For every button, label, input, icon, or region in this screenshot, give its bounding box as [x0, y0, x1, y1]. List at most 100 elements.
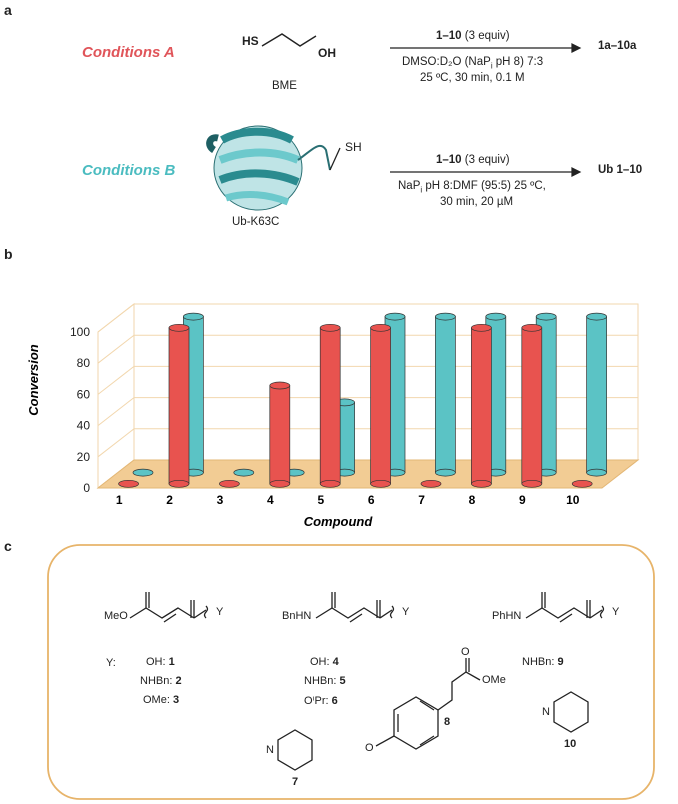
y-axis-label: Conversion: [26, 344, 41, 416]
compound-8-o-link: O: [365, 742, 374, 754]
x-tick-label: 4: [267, 493, 274, 507]
compound-8-o: O: [461, 646, 470, 658]
bar-series-b-top: [535, 312, 557, 321]
s2-item: NHBn: 5: [304, 675, 346, 687]
y-tick-label: 100: [70, 325, 90, 339]
x-tick-label: 2: [166, 493, 173, 507]
s3-item: NHBn: 9: [522, 656, 564, 668]
bme-label: BME: [272, 80, 297, 92]
x-tick-label: 5: [317, 493, 324, 507]
x-tick-label: 8: [469, 493, 476, 507]
x-tick-label: 6: [368, 493, 375, 507]
y-tick-label: 60: [77, 387, 91, 401]
product-b: Ub 1–10: [598, 164, 643, 176]
bme-structure: [261, 33, 317, 47]
bme-hs: HS: [242, 34, 259, 48]
bar-series-a: [118, 479, 139, 488]
reaction-arrow-a: [390, 43, 582, 53]
gridline: [97, 365, 638, 395]
gridline: [97, 428, 638, 458]
bar-series-a-top: [269, 381, 291, 390]
piperidine-10: [553, 691, 589, 733]
bar-series-a-base: [471, 479, 492, 488]
bar-series-a-base: [521, 479, 543, 488]
conditions-b-line2: 30 min, 20 µM: [440, 196, 514, 208]
s1-meo: MeO: [104, 610, 128, 622]
compound-7-number: 7: [292, 776, 299, 788]
y-tick-label: 40: [77, 419, 91, 433]
bar-series-b-base: [586, 468, 607, 477]
s1-y: Y: [216, 606, 224, 618]
bar-series-b-top: [485, 312, 507, 321]
x-axis-label: Compound: [304, 514, 374, 529]
bar-series-b: [233, 468, 255, 477]
gridline: [97, 397, 638, 426]
bar-series-b-top: [586, 312, 607, 321]
bar-series-a-top: [319, 323, 341, 332]
reaction-arrow-b: [390, 167, 582, 177]
y-tick-label: 20: [77, 450, 91, 464]
bar-series-a: [219, 479, 240, 488]
conditions-a-line1: DMSO:D₂O (NaPi pH 8) 7:3: [402, 56, 544, 71]
structure-1-3: [129, 592, 209, 623]
bar-series-b-top: [183, 312, 204, 321]
bar-series-a-top: [168, 323, 190, 332]
bar-series-a: [420, 479, 442, 488]
bar-series-a-top: [370, 323, 391, 332]
conditions-b-line1: NaPi pH 8:DMF (95:5) 25 ºC,: [398, 180, 546, 195]
conditions-b-label: Conditions B: [82, 162, 176, 179]
compound-10-number: 10: [564, 738, 577, 750]
bme-oh: OH: [318, 46, 336, 60]
x-tick-label: 9: [519, 493, 526, 507]
y-label: Y:: [106, 657, 116, 669]
panel-b-letter: b: [4, 246, 13, 262]
piperidine-7: [277, 729, 313, 771]
bar-series-a-base: [370, 479, 391, 488]
panel-c-letter: c: [4, 538, 12, 554]
s1-item: OH: 1: [146, 656, 175, 668]
x-tick-label: 1: [116, 493, 123, 507]
bar-series-a-top: [471, 323, 492, 332]
reagent-a: 1–10 (3 equiv): [436, 30, 510, 42]
product-a: 1a–10a: [598, 40, 637, 52]
x-tick-label: 3: [217, 493, 224, 507]
gridline: [97, 334, 638, 364]
panel-a-letter: a: [4, 2, 12, 18]
structures-box: [47, 544, 655, 800]
s2-bnhn: BnHN: [282, 610, 312, 622]
s1-item: OMe: 3: [143, 694, 180, 706]
ubiquitin-protein-icon: [206, 125, 341, 211]
bar-series-b: [132, 468, 154, 477]
s3-y: Y: [612, 606, 620, 618]
s2-y: Y: [402, 606, 410, 618]
y-tick-label: 80: [77, 356, 91, 370]
bar-series-a-base: [269, 479, 291, 488]
compound-8-number: 8: [444, 716, 451, 728]
bar-series-b-base: [435, 468, 456, 477]
s2-item: OH: 4: [310, 656, 339, 668]
s2-item: OⁱPr: 6: [304, 695, 338, 707]
bar-series-a-base: [168, 479, 190, 488]
y-tick-label: 0: [83, 481, 90, 495]
x-tick-label: 7: [418, 493, 425, 507]
structure-9-10: [525, 592, 605, 623]
gridline: [97, 303, 638, 333]
structure-4-6: [315, 592, 395, 623]
bar-series-b-top: [384, 312, 406, 321]
conditions-a-line2: 25 ºC, 30 min, 0.1 M: [420, 72, 525, 84]
bar-series-b-top: [435, 312, 456, 321]
s3-phhn: PhHN: [492, 610, 522, 622]
x-tick-label: 10: [566, 493, 580, 507]
piperidine-10-n: N: [542, 706, 550, 718]
piperidine-7-n: N: [266, 744, 274, 756]
protein-sh: SH: [345, 140, 362, 154]
structure-8: [375, 658, 481, 750]
bar-series-a-top: [521, 323, 543, 332]
s1-item: NHBn: 2: [140, 675, 182, 687]
bar-series-a: [571, 479, 593, 488]
reagent-b: 1–10 (3 equiv): [436, 154, 510, 166]
bar-series-a-base: [319, 479, 341, 488]
